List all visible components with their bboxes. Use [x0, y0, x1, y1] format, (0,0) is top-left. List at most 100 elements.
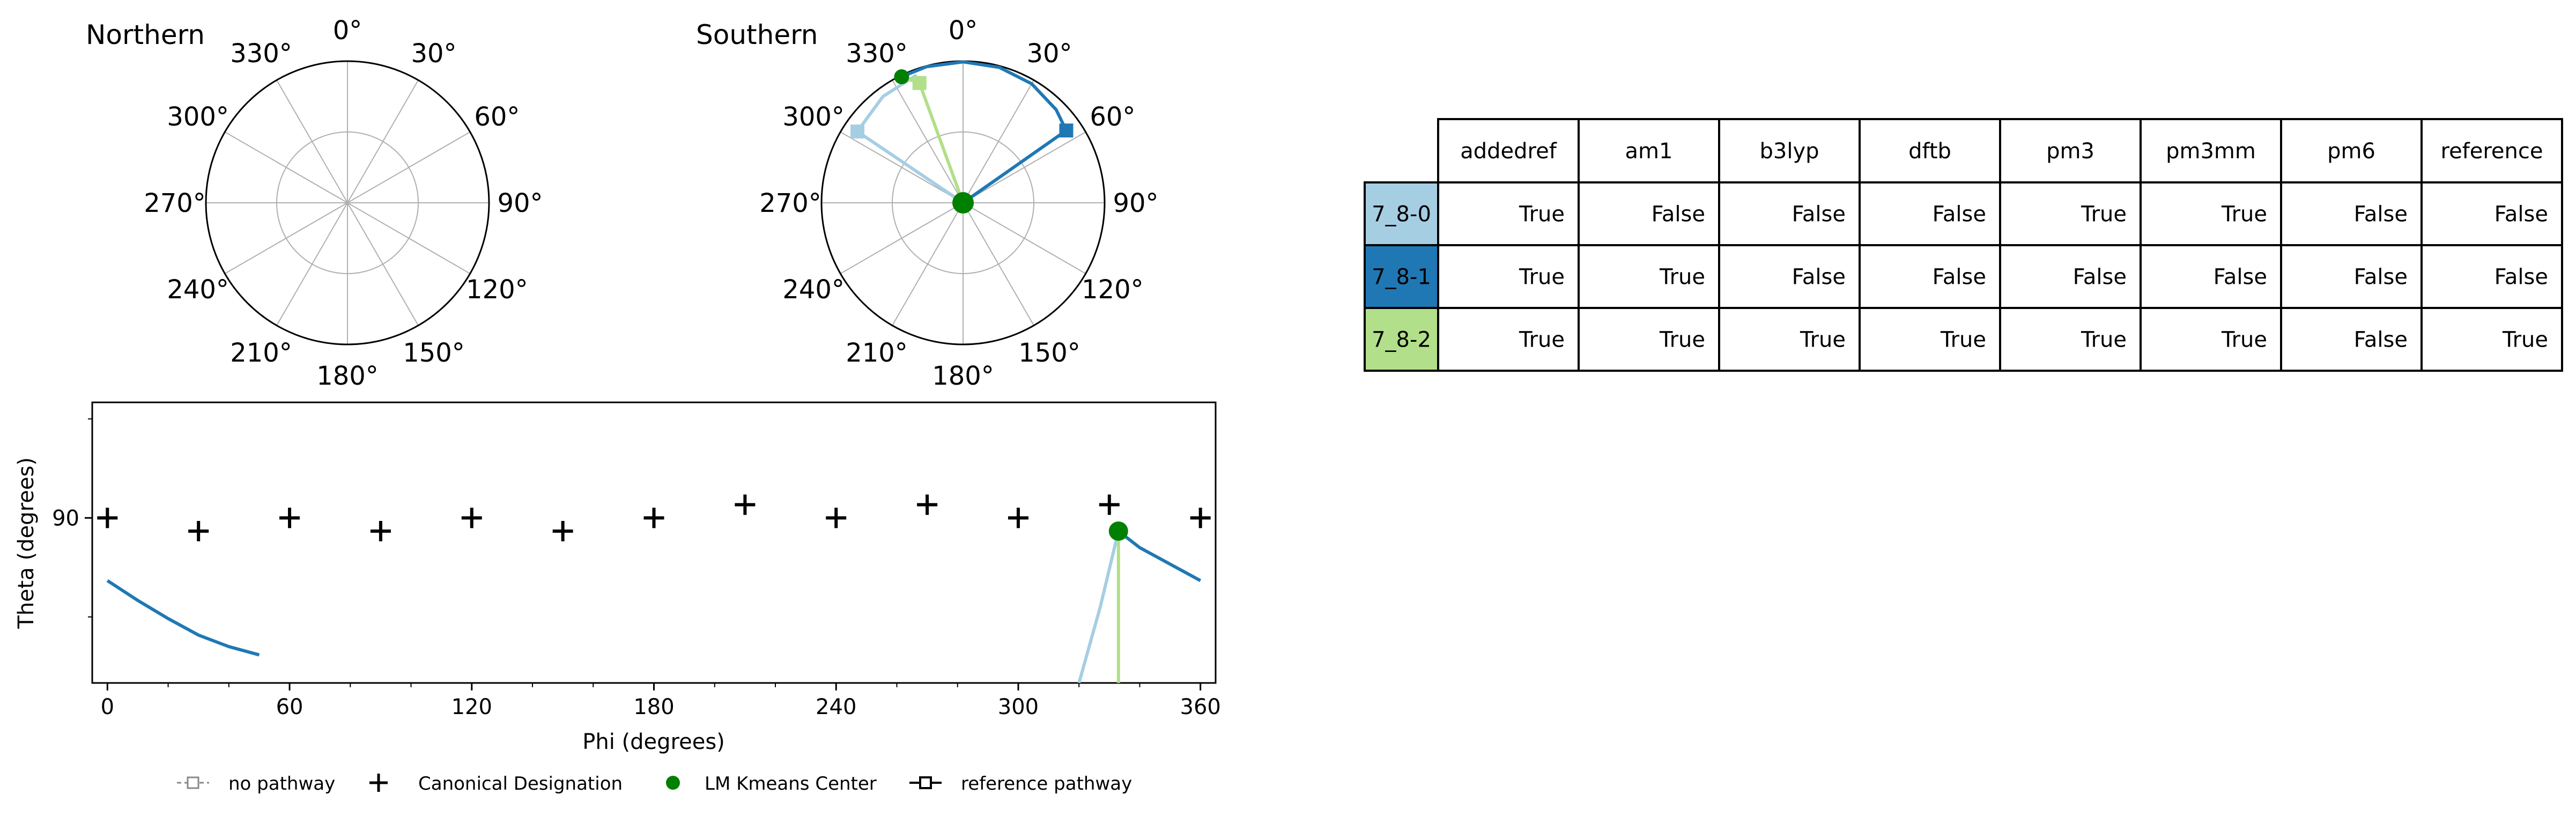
canonical-plus-marker	[643, 508, 664, 528]
polar-southern-angle-label: 0°	[949, 16, 978, 46]
polar-southern-grid-spoke	[963, 131, 1086, 203]
table-cell	[1578, 307, 1720, 372]
canonical-plus-marker	[279, 508, 300, 528]
legend-plus-icon	[369, 774, 388, 792]
line-kmeans-center	[1108, 521, 1128, 541]
table-cell-value: False	[2494, 265, 2548, 290]
table-cell-value: True	[1519, 202, 1565, 227]
table-cell	[1437, 181, 1580, 246]
table-header-cell	[1578, 118, 1720, 183]
y-tick-label: 90	[52, 506, 79, 531]
polar-series-marker-7_8-1	[1059, 123, 1074, 138]
table-cell	[2420, 307, 2563, 372]
polar-northern-title: Northern	[86, 19, 205, 50]
table-cell	[1999, 181, 2142, 246]
polar-southern-angle-label: 150°	[1018, 338, 1080, 368]
polar-southern-grid-spoke	[963, 202, 1034, 326]
line-series-7_8-1	[106, 579, 260, 657]
polar-series-marker-7_8-0	[850, 124, 865, 139]
x-tick-label: 60	[276, 695, 304, 719]
table-cell	[1437, 244, 1580, 309]
legend-reference-marker	[919, 776, 932, 789]
x-tick-label: 120	[451, 695, 492, 719]
canonical-plus-marker	[1190, 508, 1211, 528]
table-cell-value: False	[2354, 202, 2408, 227]
polar-northern-outer-circle	[205, 60, 490, 345]
table-cell-value: True	[2221, 202, 2267, 227]
table-cell-value: False	[1933, 265, 1986, 290]
polar-southern-angle-label: 270°	[759, 188, 821, 218]
table-cell-value: True	[2221, 328, 2267, 352]
polar-northern-grid-spoke	[347, 131, 471, 203]
table-cell	[1859, 307, 2001, 372]
canonical-plus-marker	[826, 508, 847, 528]
table-cell	[2140, 244, 2282, 309]
polar-southern-grid-spoke	[892, 79, 964, 203]
canonical-plus-marker	[370, 520, 391, 541]
table-cell	[2140, 181, 2282, 246]
legend-kmeans-marker	[666, 776, 680, 790]
polar-northern-grid-spoke	[347, 202, 471, 274]
legend-no-pathway-marker	[187, 776, 199, 789]
table-cell-value: False	[1792, 265, 1846, 290]
table-cell-value: False	[2073, 265, 2127, 290]
table-cell-value: True	[2081, 202, 2127, 227]
polar-northern-grid-spoke	[224, 202, 348, 274]
canonical-plus-marker	[97, 508, 118, 528]
polar-southern-chart: Southern 0° 30° 60° 90° 120° 150° 180° 210° 240°…	[696, 16, 1159, 391]
polar-southern-grid-spoke	[840, 202, 964, 274]
polar-northern-angle-label: 150°	[403, 338, 465, 368]
table-cell	[2140, 307, 2282, 372]
polar-kmeans-center	[894, 69, 909, 85]
methods-table: addedref am1 b3lyp dftb pm3 pm3mm pm6 reference…	[1364, 118, 2563, 372]
polar-southern-angle-label: 300°	[782, 102, 845, 132]
phi-theta-chart: 0 60 120 180 240 300 360 90 Phi (degrees) Theta…	[14, 401, 1221, 754]
polar-northern-angle-label: 0°	[333, 16, 362, 46]
polar-southern-angle-label: 210°	[846, 338, 908, 368]
polar-southern-series	[850, 60, 1074, 214]
legend-kmeans-label: LM Kmeans Center	[705, 773, 877, 795]
canonical-plus-marker	[461, 508, 482, 528]
polar-northern-grid-spoke	[276, 79, 348, 203]
table-cell-value: False	[2214, 265, 2267, 290]
polar-northern-grid-spoke	[276, 202, 348, 326]
table-cell-value: True	[2502, 328, 2548, 352]
table-cell	[2420, 244, 2563, 309]
polar-southern-angle-label: 60°	[1090, 102, 1135, 132]
polar-southern-grid-spoke	[840, 131, 964, 203]
legend-canonical: Canonical Designation	[369, 773, 623, 795]
table-cell-value: False	[1792, 202, 1846, 227]
polar-southern-angle-label: 330°	[846, 39, 908, 69]
table-cell	[1999, 244, 2142, 309]
table-cell-value: False	[1933, 202, 1986, 227]
canonical-plus-marker	[917, 494, 938, 515]
table-header-cell	[1999, 118, 2142, 183]
polar-southern-grid-spoke	[963, 79, 1034, 203]
table-cell	[1718, 307, 1861, 372]
polar-northern-angle-label: 300°	[167, 102, 229, 132]
polar-series-marker-7_8-2	[912, 76, 927, 90]
legend-reference: reference pathway	[909, 773, 1132, 795]
polar-northern-angle-label: 210°	[230, 338, 292, 368]
table-header-cell	[2280, 118, 2423, 183]
polar-northern-angle-label: 270°	[144, 188, 206, 218]
canonical-plus-marker	[188, 520, 209, 541]
legend-no-pathway-label: no pathway	[228, 773, 335, 795]
table-cell-value: True	[1659, 265, 1705, 290]
legend-reference-label: reference pathway	[961, 773, 1132, 795]
x-tick-label: 0	[101, 695, 114, 719]
polar-northern-angle-label: 330°	[230, 39, 292, 69]
line-chart-series	[97, 494, 1211, 683]
line-chart-plot-area	[106, 530, 1202, 683]
polar-northern-angle-label: 120°	[466, 275, 528, 305]
polar-kmeans-center	[952, 192, 974, 214]
legend-kmeans: LM Kmeans Center	[666, 773, 877, 795]
polar-northern-grid	[205, 60, 490, 345]
table-cell	[1999, 307, 2142, 372]
table-cell	[1718, 244, 1861, 309]
table-cell	[1578, 244, 1720, 309]
table-header-b3lyp: b3lyp	[1759, 139, 1819, 164]
table-cell-value: False	[2354, 265, 2408, 290]
x-tick-label: 180	[633, 695, 674, 719]
